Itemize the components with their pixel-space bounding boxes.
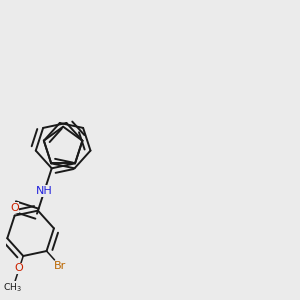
Text: Br: Br [54, 261, 66, 271]
Text: NH: NH [36, 186, 53, 196]
Text: O: O [15, 263, 24, 274]
Text: CH$_3$: CH$_3$ [3, 281, 22, 294]
Text: O: O [10, 203, 19, 213]
